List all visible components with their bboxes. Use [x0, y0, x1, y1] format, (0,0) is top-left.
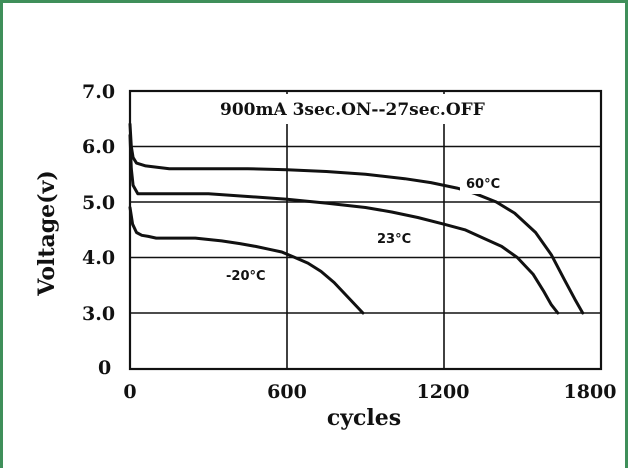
label-bg-minus20c — [222, 264, 284, 286]
y-tick-5: 5.0 — [82, 192, 115, 214]
series-line-60c — [128, 122, 585, 315]
y-tick-4: 4.0 — [82, 247, 115, 269]
grid-layer — [130, 91, 601, 369]
series-line-23c — [128, 133, 560, 315]
y-tick-7: 7.0 — [82, 81, 115, 103]
axis-layer — [128, 89, 603, 371]
series-label-60c: 60°C — [466, 177, 500, 192]
x-axis-title: cycles — [327, 405, 401, 431]
label-bg-60c — [460, 172, 518, 194]
x-tick-600: 600 — [267, 381, 307, 403]
y-tick-0: 0 — [98, 357, 111, 379]
series-label-minus20c: -20°C — [226, 269, 266, 284]
annotation-box — [214, 94, 598, 124]
x-tick-1800: 1800 — [564, 381, 617, 403]
x-tick-0: 0 — [123, 381, 136, 403]
series-line-minus20c — [128, 206, 365, 315]
y-axis-title: Voltage(v) — [34, 170, 60, 296]
label-bg-23c — [373, 227, 427, 247]
y-tick-6: 6.0 — [82, 136, 115, 158]
plot-area-border — [128, 89, 603, 371]
x-tick-1200: 1200 — [417, 381, 470, 403]
annotation-text: 900mA 3sec.ON--27sec.OFF — [220, 100, 485, 120]
series-label-23c: 23°C — [377, 232, 411, 247]
y-tick-3: 3.0 — [82, 303, 115, 325]
series-layer — [128, 122, 585, 315]
